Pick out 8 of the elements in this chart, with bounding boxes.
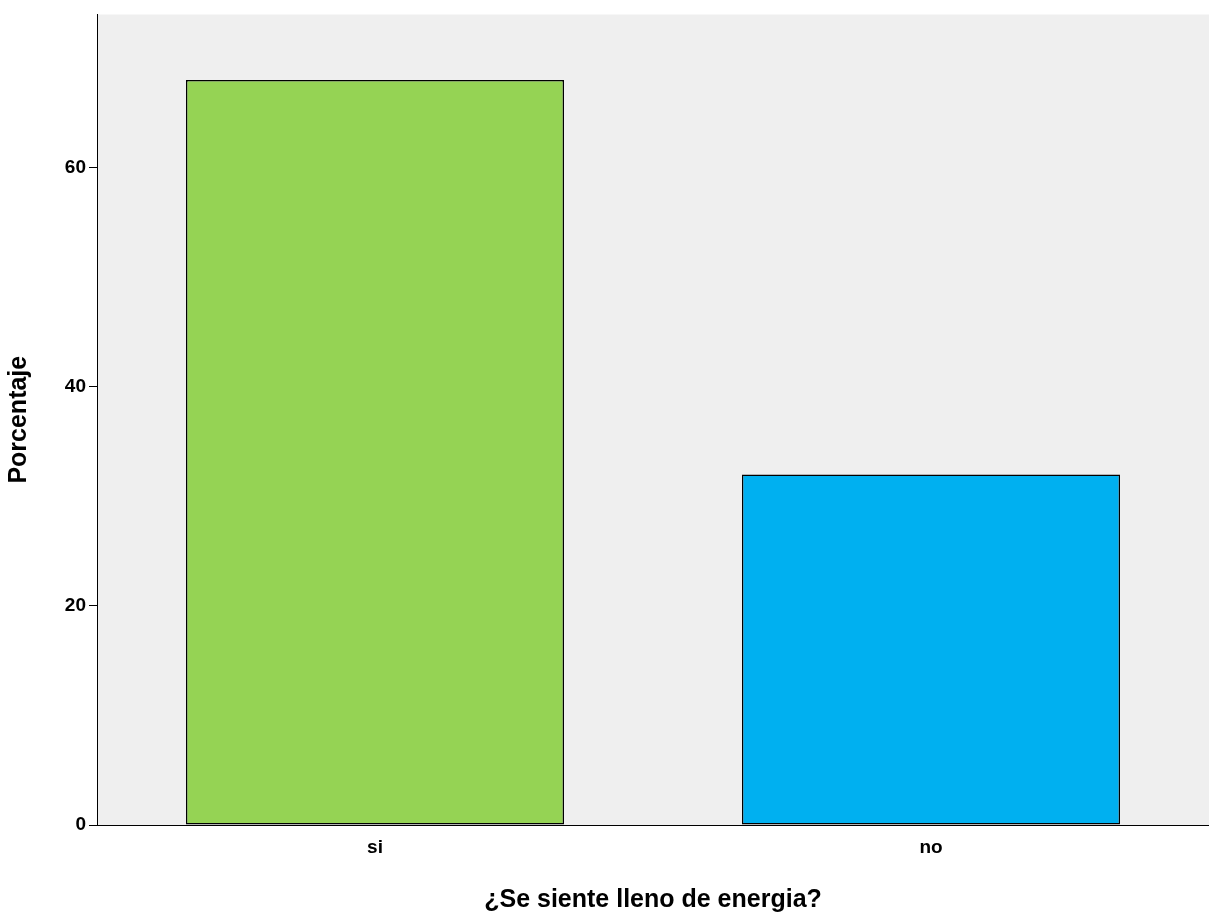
y-tick-label: 40 bbox=[64, 375, 86, 397]
y-tick-label: 20 bbox=[64, 594, 86, 616]
y-tick-label: 60 bbox=[64, 155, 86, 177]
y-tick-label: 0 bbox=[75, 813, 86, 835]
x-tick-label: si bbox=[367, 835, 383, 857]
y-axis-title: Porcentaje bbox=[2, 355, 31, 484]
x-axis-title: ¿Se siente lleno de energia? bbox=[484, 883, 822, 912]
x-tick-label: no bbox=[919, 835, 943, 857]
